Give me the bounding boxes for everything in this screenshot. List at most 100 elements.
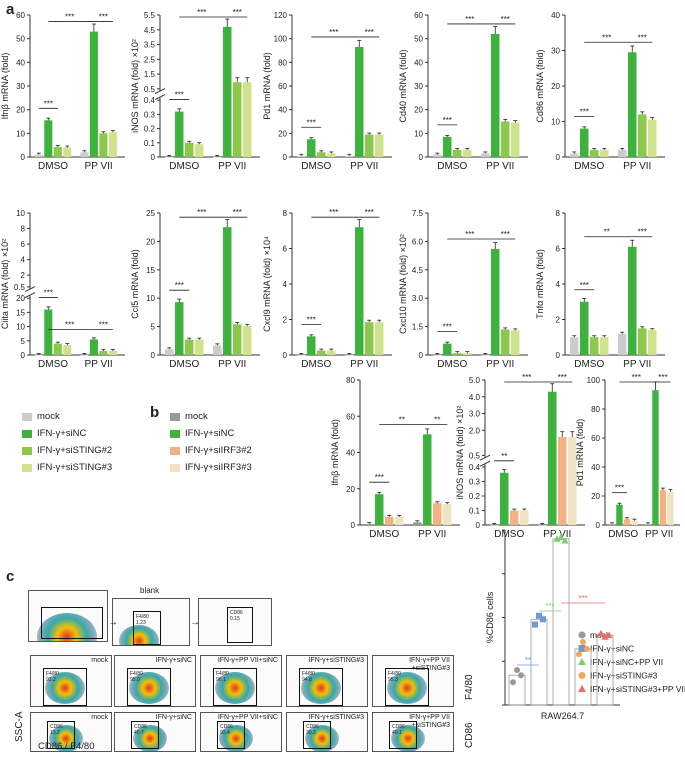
bar	[501, 329, 510, 355]
y-axis-label: Ccl5 mRNA (fold)	[130, 249, 140, 319]
legend-swatch	[170, 446, 180, 455]
x-tick-label: PP VII	[486, 359, 514, 370]
y-tick-label: 5.0	[469, 376, 481, 385]
axis-label-f480: F4/80	[464, 674, 475, 700]
gate-label: F4/80 94.8	[302, 671, 315, 683]
y-tick-label: 0.4	[469, 463, 481, 472]
y-tick-label: 4.0	[469, 393, 481, 402]
density-blob	[129, 672, 169, 704]
bar	[520, 510, 529, 525]
density-blob	[45, 672, 85, 704]
gate-label: CD86 13.2	[50, 724, 63, 736]
y-tick-label: 3.0	[469, 410, 481, 419]
y-tick-label: 20	[591, 492, 600, 501]
legend-a-item: IFN-γ+siSTING#2	[37, 445, 113, 456]
bar	[510, 510, 519, 525]
bar	[108, 132, 117, 157]
legend-b-item: IFN-γ+siNC	[185, 428, 235, 439]
x-tick-label: PP VII	[350, 359, 378, 370]
legend-swatch	[22, 429, 32, 438]
bar	[580, 128, 589, 157]
sig-label: ***	[99, 13, 108, 22]
y-tick-label: 0.5	[144, 85, 156, 94]
y-tick-label: 1.5	[144, 70, 156, 79]
y-tick-label: 0	[21, 153, 26, 162]
bar	[297, 355, 306, 356]
bar	[443, 504, 452, 525]
data-point	[553, 535, 561, 542]
bar	[631, 520, 638, 525]
bar	[165, 349, 174, 355]
y-tick-label: 0	[151, 351, 156, 360]
x-tick-label: DMSO	[369, 529, 399, 540]
axis-label-cd86: CD86	[464, 722, 475, 748]
legend-swatch	[170, 463, 180, 472]
x-tick-label: DMSO	[169, 161, 199, 172]
bar	[463, 149, 472, 157]
axis-break-mark	[154, 88, 166, 100]
bar	[195, 339, 204, 355]
x-tick-label: DMSO	[169, 359, 199, 370]
bar	[53, 343, 62, 355]
gate-polygon	[41, 607, 103, 639]
sig-label: ***	[175, 91, 184, 100]
y-tick-label: 20	[414, 106, 423, 115]
bar	[413, 522, 422, 525]
legend-label: IFN-γ+siNC	[590, 644, 634, 654]
bar	[80, 355, 89, 356]
gate-label: CD86 30.3	[306, 724, 319, 736]
gate-cd86: CD86 30.3	[303, 721, 331, 749]
y-tick-label: 50	[16, 35, 25, 44]
y-axis-label: %CD86 cells	[485, 591, 495, 643]
y-tick-label: 20	[346, 485, 355, 494]
bar	[395, 516, 404, 525]
condition-label: IFN-γ+siSTING#3	[308, 657, 364, 664]
y-tick-label: 4.5	[412, 266, 424, 275]
flow-plot-f480: IFN-γ+siNC F4/80 95.0	[114, 655, 196, 707]
sig-label: ***	[578, 594, 587, 603]
bar	[667, 491, 674, 525]
y-tick-label: 2.5	[144, 55, 156, 64]
legend-swatch	[22, 412, 32, 421]
condition-label: mock	[91, 657, 108, 664]
y-tick-label: 40	[278, 106, 287, 115]
bar	[375, 494, 384, 525]
x-tick-label: DMSO	[38, 161, 68, 172]
bar	[453, 353, 462, 355]
x-tick-label: PP VII	[418, 529, 446, 540]
y-axis-label: Cd40 mRNA (fold)	[398, 49, 408, 122]
gate-f480: F4/80 95.0	[127, 668, 171, 706]
y-tick-label: 5	[151, 323, 156, 332]
y-tick-label: 40	[551, 11, 560, 20]
y-axis-label: Ifnβ mRNA (fold)	[0, 53, 10, 120]
axis-break	[480, 458, 585, 465]
gate-label: CD86 40.1	[392, 724, 405, 736]
y-tick-label: 20	[16, 294, 25, 303]
y-tick-label: 0	[151, 153, 156, 162]
bar	[233, 82, 242, 157]
bar	[63, 345, 72, 355]
mean-bar	[552, 538, 570, 706]
density-blob	[391, 725, 425, 751]
bar	[63, 147, 72, 157]
x-tick-label: DMSO	[38, 359, 68, 370]
y-tick-label: 20	[146, 237, 155, 246]
legend-label: IFN-γ+siNC+PP VII	[590, 657, 663, 667]
mean-bar	[530, 618, 548, 706]
bar	[511, 122, 520, 157]
arrow-icon: →	[108, 617, 118, 628]
bar	[365, 134, 374, 157]
sig-label: ***	[375, 473, 384, 482]
gate-cd86: CD86 93.4	[217, 721, 245, 749]
y-axis-label: iNOS mRNA (fold) ×10²	[455, 406, 465, 500]
arrow-icon: →	[190, 617, 200, 628]
sig-label: ***	[65, 320, 74, 329]
bar	[628, 246, 637, 355]
bar	[558, 436, 567, 525]
bar	[80, 152, 89, 157]
density-blob	[215, 672, 255, 704]
y-tick-label: 0	[476, 521, 481, 530]
bar	[652, 390, 659, 525]
y-tick-label: 6.0	[412, 237, 424, 246]
